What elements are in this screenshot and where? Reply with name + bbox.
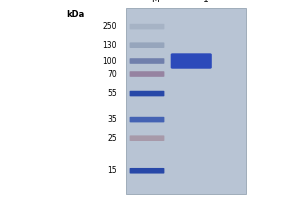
FancyBboxPatch shape (130, 42, 164, 48)
Text: 100: 100 (103, 57, 117, 66)
Text: 250: 250 (103, 22, 117, 31)
Text: 70: 70 (107, 70, 117, 79)
Text: 25: 25 (107, 134, 117, 143)
Bar (126, 8, 246, 194)
FancyBboxPatch shape (130, 135, 164, 141)
FancyBboxPatch shape (171, 53, 212, 69)
Text: M: M (151, 0, 158, 4)
FancyBboxPatch shape (130, 117, 164, 122)
FancyBboxPatch shape (130, 168, 164, 174)
Text: 35: 35 (107, 115, 117, 124)
Text: 1: 1 (202, 0, 208, 4)
FancyBboxPatch shape (130, 71, 164, 77)
FancyBboxPatch shape (130, 58, 164, 64)
FancyBboxPatch shape (130, 91, 164, 96)
Text: 15: 15 (107, 166, 117, 175)
Text: 55: 55 (107, 89, 117, 98)
FancyBboxPatch shape (130, 24, 164, 29)
Text: 130: 130 (103, 41, 117, 50)
Text: kDa: kDa (66, 10, 84, 19)
